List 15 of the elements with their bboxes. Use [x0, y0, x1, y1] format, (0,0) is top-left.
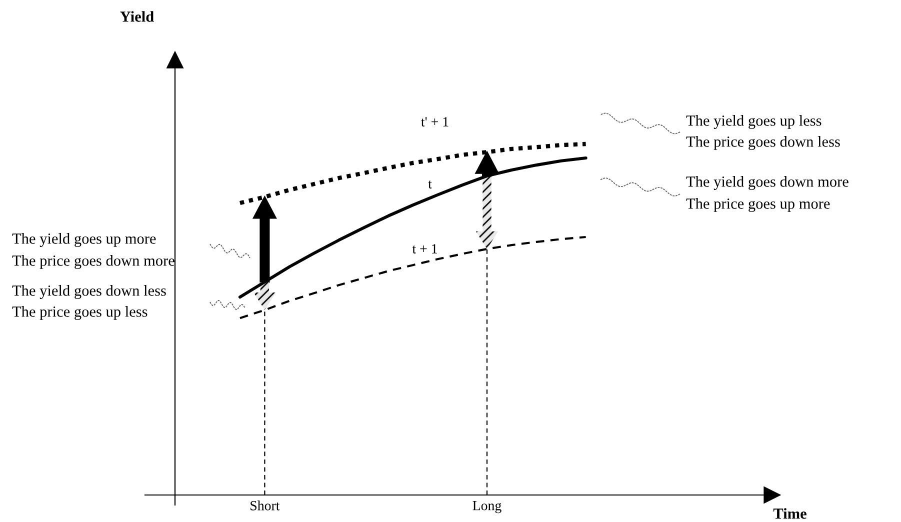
text: The price goes down more	[12, 255, 174, 269]
series-label: t	[428, 180, 432, 188]
text: t' + 1	[421, 117, 448, 126]
series-label: t + 1	[412, 244, 437, 254]
text: The yield goes up less	[686, 115, 822, 129]
text: Time	[773, 508, 806, 519]
text: The yield goes down more	[686, 176, 848, 190]
text: The yield goes down less	[12, 285, 166, 299]
x-tick-label: Long	[472, 501, 502, 514]
x-tick-label: Short	[250, 500, 280, 510]
text: The price goes up more	[686, 198, 830, 212]
text: Yield	[120, 11, 154, 22]
text: The yield goes up more	[12, 233, 156, 247]
text: The price goes up less	[12, 306, 148, 320]
text: The price goes down less	[686, 136, 840, 150]
